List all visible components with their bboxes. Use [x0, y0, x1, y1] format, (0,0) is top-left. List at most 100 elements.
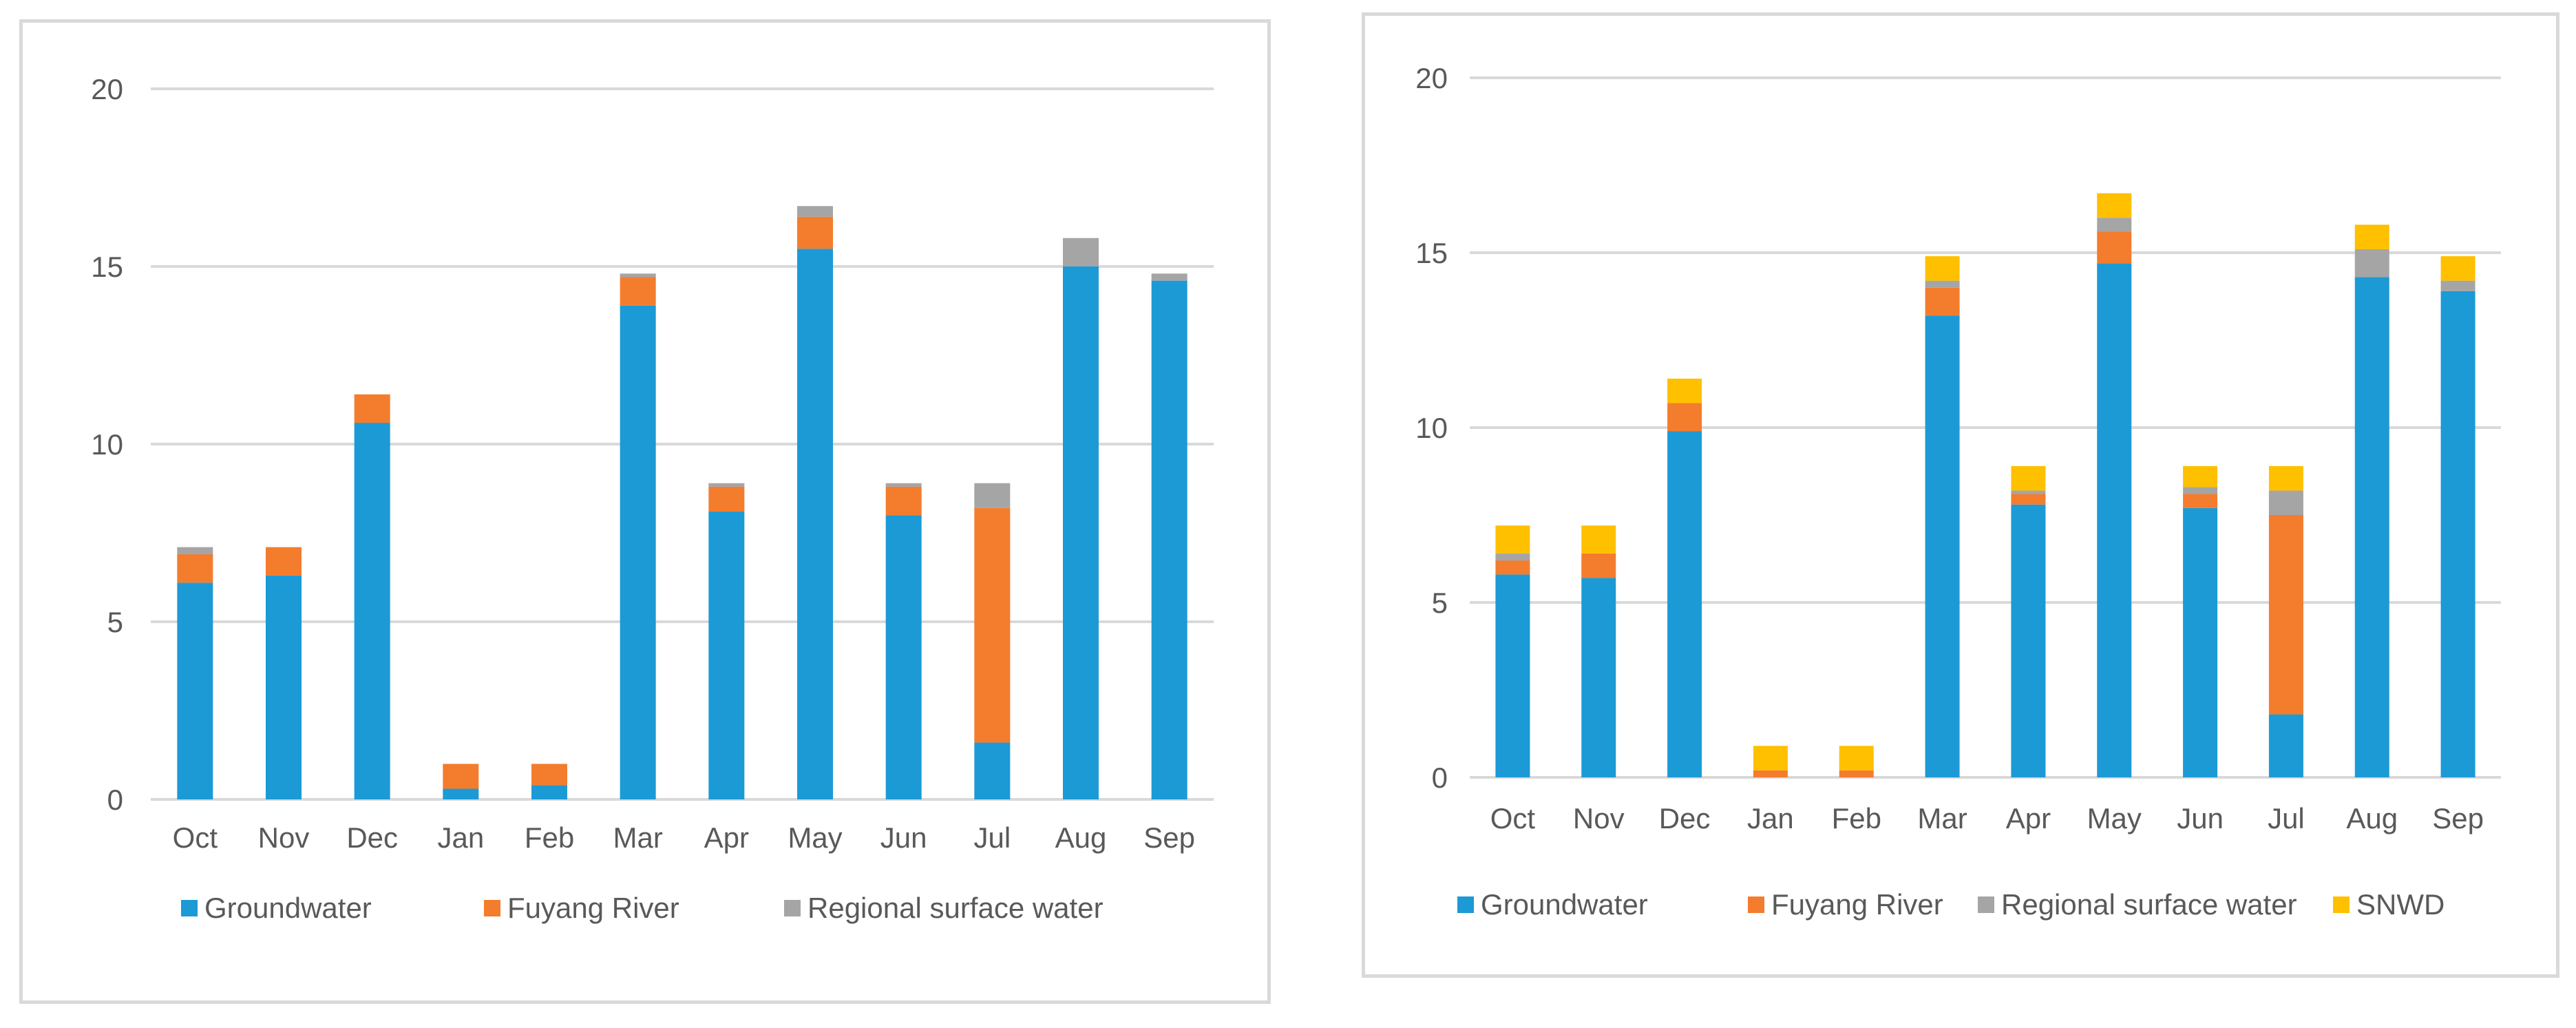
right-bar-mar-snwd	[1925, 256, 1960, 281]
right-bar-nov-snwd	[1581, 525, 1616, 554]
left-bar-apr-fuyang-river	[708, 486, 745, 512]
left-legend-label-fuyang-river: Fuyang River	[507, 892, 679, 924]
left-legend-swatch-groundwater	[181, 900, 198, 916]
right-xtick-label-feb: Feb	[1832, 802, 1881, 835]
right-bar-feb-fuyang-river	[1839, 770, 1874, 777]
right-bar-oct-groundwater	[1495, 574, 1530, 777]
right-bar-aug-regional-surface-water	[2354, 249, 2389, 277]
right-xtick-label-oct: Oct	[1490, 802, 1536, 835]
right-bar-may-fuyang-river	[2097, 231, 2132, 264]
chart-right-svg: 0 5 10 15 20 Oct Nov Dec Jan Feb Mar Apr May Jun Jul Au…	[1415, 62, 2501, 921]
right-xtick-label-mar: Mar	[1917, 802, 1967, 835]
right-bar-jun-regional-surface-water	[2183, 487, 2218, 494]
left-xtick-label-aug: Aug	[1055, 821, 1107, 854]
right-bar-may-groundwater	[2097, 263, 2132, 777]
chart-left-svg: 0 5 10 15 20 Oct Nov Dec Jan Feb Mar Apr May Jun Jul Au…	[91, 73, 1214, 924]
right-bar-sep-regional-surface-water	[2440, 280, 2475, 291]
right-legend-swatch-regional-surface-water	[1978, 896, 1994, 913]
left-bar-oct-regional-surface-water	[177, 547, 213, 554]
right-bar-dec-groundwater	[1667, 431, 1702, 777]
right-ytick-label: 10	[1415, 412, 1448, 444]
left-xtick-label-may: May	[788, 821, 842, 854]
chart-panel-right: 0 5 10 15 20 Oct Nov Dec Jan Feb Mar Apr May Jun Jul Au…	[1362, 12, 2559, 978]
left-bar-feb-fuyang-river	[531, 764, 567, 786]
left-bar-mar-regional-surface-water	[620, 273, 656, 277]
left-legend-label-groundwater: Groundwater	[204, 892, 372, 924]
left-bar-oct-groundwater	[177, 583, 213, 799]
left-legend-swatch-fuyang-river	[484, 900, 500, 916]
left-bar-jun-groundwater	[885, 515, 922, 799]
left-bar-jul-groundwater	[974, 742, 1011, 799]
right-legend-swatch-fuyang-river	[1748, 896, 1764, 913]
right-xtick-label-sep: Sep	[2432, 802, 2484, 835]
left-ytick-label: 5	[107, 606, 123, 638]
right-bar-dec-fuyang-river	[1667, 403, 1702, 432]
right-bar-dec-snwd	[1667, 378, 1702, 403]
left-xtick-label-nov: Nov	[258, 821, 310, 854]
right-xtick-label-nov: Nov	[1573, 802, 1625, 835]
left-bar-jul-regional-surface-water	[974, 483, 1011, 508]
right-bar-jul-regional-surface-water	[2268, 490, 2303, 515]
left-legend-swatch-regional-surface-water	[784, 900, 801, 916]
left-bar-may-groundwater	[797, 249, 833, 799]
left-xtick-label-oct: Oct	[173, 821, 218, 854]
right-bar-jul-fuyang-river	[2268, 515, 2303, 715]
right-bar-mar-fuyang-river	[1925, 287, 1960, 316]
right-xtick-label-apr: Apr	[2006, 802, 2051, 835]
left-bar-jan-fuyang-river	[443, 764, 479, 789]
right-bar-aug-groundwater	[2354, 277, 2389, 777]
right-bar-sep-groundwater	[2440, 291, 2475, 777]
right-bar-may-snwd	[2097, 193, 2132, 218]
right-xtick-label-jul: Jul	[2268, 802, 2305, 835]
right-legend-label-fuyang-river: Fuyang River	[1771, 888, 1943, 921]
right-legend-label-snwd: SNWD	[2356, 888, 2445, 921]
left-bar-may-fuyang-river	[797, 216, 833, 249]
right-bar-jan-fuyang-river	[1753, 770, 1788, 777]
left-xtick-label-apr: Apr	[704, 821, 749, 854]
left-bar-jun-regional-surface-water	[885, 483, 922, 487]
right-bar-feb-snwd	[1839, 746, 1874, 770]
right-ytick-label: 20	[1415, 62, 1448, 94]
right-xtick-label-aug: Aug	[2346, 802, 2398, 835]
right-legend-label-groundwater: Groundwater	[1481, 888, 1648, 921]
right-xtick-label-jun: Jun	[2177, 802, 2224, 835]
right-bar-nov-groundwater	[1581, 578, 1616, 777]
left-xtick-label-feb: Feb	[525, 821, 574, 854]
right-bar-mar-groundwater	[1925, 315, 1960, 777]
right-bar-jun-snwd	[2183, 465, 2218, 487]
left-bar-sep-regional-surface-water	[1151, 273, 1187, 281]
right-bar-mar-regional-surface-water	[1925, 280, 1960, 288]
left-bar-mar-groundwater	[620, 305, 656, 799]
left-bar-nov-groundwater	[266, 575, 302, 799]
left-xtick-label-jul: Jul	[973, 821, 1011, 854]
right-bar-may-regional-surface-water	[2097, 218, 2132, 232]
right-bar-apr-groundwater	[2011, 504, 2046, 777]
right-bar-jul-snwd	[2268, 465, 2303, 491]
right-legend-swatch-snwd	[2333, 896, 2350, 913]
right-legend-label-regional-surface-water: Regional surface water	[2001, 888, 2297, 921]
left-bar-jun-fuyang-river	[885, 486, 922, 516]
right-xtick-label-jan: Jan	[1747, 802, 1794, 835]
right-ytick-label: 0	[1432, 762, 1448, 794]
left-bar-mar-fuyang-river	[620, 277, 656, 306]
right-bar-oct-fuyang-river	[1495, 560, 1530, 575]
right-ytick-label: 15	[1415, 237, 1448, 269]
left-bar-aug-groundwater	[1063, 266, 1099, 799]
left-ytick-label: 10	[91, 428, 123, 461]
right-bar-oct-snwd	[1495, 525, 1530, 554]
left-xtick-label-dec: Dec	[346, 821, 398, 854]
left-ytick-label: 15	[91, 251, 123, 283]
right-bar-jan-snwd	[1753, 746, 1788, 770]
right-bar-jul-groundwater	[2268, 714, 2303, 777]
right-xtick-label-dec: Dec	[1659, 802, 1711, 835]
left-bar-may-regional-surface-water	[797, 206, 833, 217]
left-bar-jul-fuyang-river	[974, 507, 1011, 743]
right-bar-sep-snwd	[2440, 256, 2475, 281]
right-ytick-label: 5	[1432, 587, 1448, 619]
left-xtick-label-jan: Jan	[437, 821, 484, 854]
left-xtick-label-jun: Jun	[880, 821, 927, 854]
right-bar-jun-groundwater	[2183, 507, 2218, 777]
left-bar-jan-groundwater	[443, 788, 479, 799]
left-bar-nov-fuyang-river	[266, 547, 302, 576]
left-bar-aug-regional-surface-water	[1063, 238, 1099, 266]
